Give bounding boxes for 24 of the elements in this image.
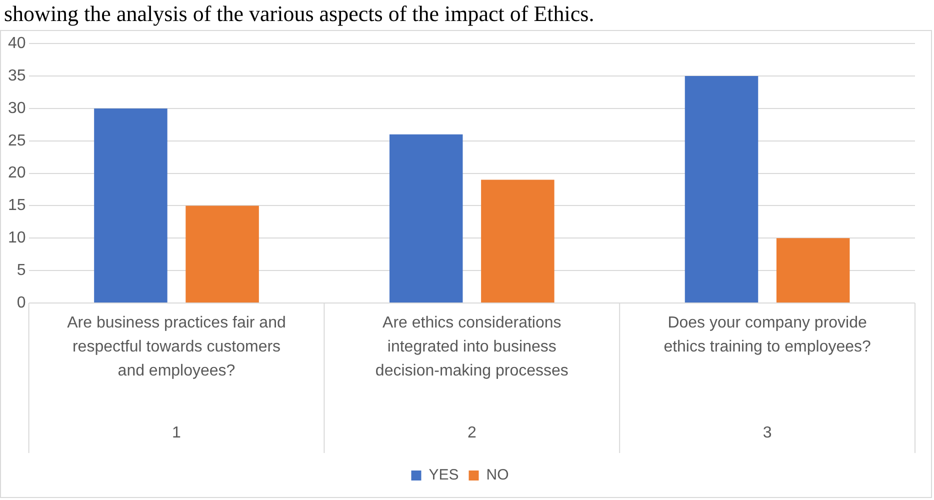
y-tick-label: 20 <box>8 164 26 182</box>
y-tick-label: 15 <box>8 197 26 214</box>
y-tick-label: 10 <box>8 230 26 247</box>
y-tick-label: 5 <box>16 262 26 279</box>
text: 3 <box>762 424 772 442</box>
y-tick-label: 0 <box>16 294 26 312</box>
legend-label: NO <box>486 466 509 484</box>
legend-label: YES <box>428 466 459 484</box>
x-tick-label: Are ethics considerations integrated into business decision-making processes <box>375 314 568 380</box>
bar <box>776 238 850 302</box>
bar <box>389 134 463 302</box>
bar <box>186 206 259 302</box>
chart-title: showing the analysis of the various aspects of the impact of Ethics. <box>3 0 596 28</box>
y-tick-label: 40 <box>8 35 26 52</box>
bar <box>481 180 554 302</box>
y-tick-label: 30 <box>8 100 26 117</box>
bar <box>684 76 758 302</box>
bar <box>94 108 168 302</box>
text: 1 <box>172 424 182 442</box>
x-tick-label: Does your company provide ethics training to employees? <box>664 314 872 356</box>
x-tick-label: Are business practices fair and respectful towards customers and employees? <box>67 314 286 380</box>
y-tick-label: 35 <box>8 67 26 84</box>
text: 2 <box>467 424 476 442</box>
y-tick-label: 25 <box>8 132 26 150</box>
